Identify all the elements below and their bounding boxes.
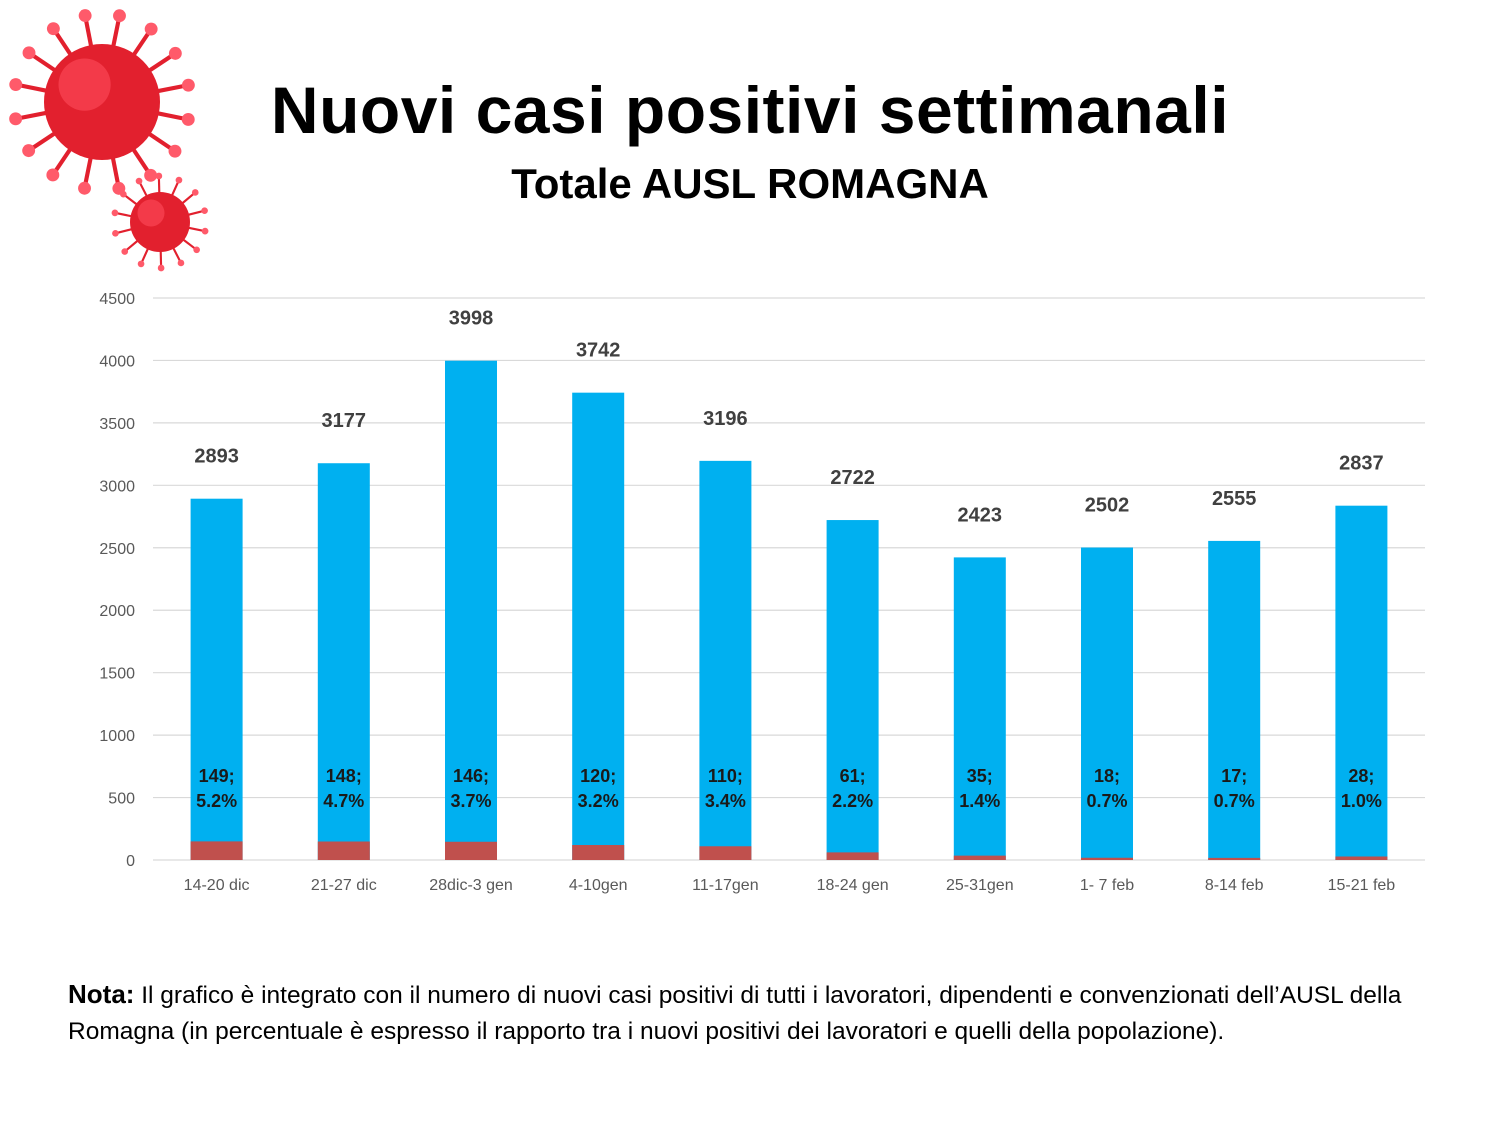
bar-total [1208, 540, 1261, 860]
worker-count-label: 28; [1348, 766, 1374, 786]
x-tick-label: 25-31gen [946, 877, 1014, 894]
worker-count-label: 18; [1094, 766, 1120, 786]
worker-count-label: 17; [1221, 766, 1247, 786]
bar-total [317, 463, 370, 860]
worker-percent-label: 3.4% [705, 791, 746, 811]
total-value-label: 2722 [830, 467, 875, 489]
x-tick-label: 8-14 feb [1205, 877, 1264, 894]
x-tick-label: 14-20 dic [184, 877, 250, 894]
x-tick-label: 15-21 feb [1328, 877, 1396, 894]
worker-percent-label: 3.2% [578, 791, 619, 811]
y-tick-label: 3500 [99, 416, 135, 433]
x-tick-label: 1- 7 feb [1080, 877, 1134, 894]
bar-chart: 0 500 1000 1500 2000 2500 3000 3500 4000 4500 2893… [99, 291, 1425, 894]
bar-total [445, 360, 497, 860]
total-value-label: 3196 [703, 408, 748, 430]
total-value-label: 2893 [194, 446, 239, 468]
worker-count-label: 110; [708, 766, 743, 786]
virus-large [9, 9, 195, 195]
bar-total [1081, 547, 1133, 860]
total-value-label: 3998 [449, 308, 494, 330]
bar-total [826, 520, 879, 860]
bar-total [190, 498, 243, 860]
worker-count-label: 146; [453, 766, 489, 786]
x-tick-label: 18-24 gen [817, 877, 889, 894]
bar-total [1335, 505, 1388, 860]
worker-count-label: 61; [840, 766, 866, 786]
worker-count-label: 149; [199, 766, 235, 786]
bar-workers [826, 852, 879, 860]
bar-workers [317, 841, 370, 860]
bar-workers [1081, 857, 1133, 860]
y-tick-label: 4500 [99, 291, 135, 308]
virus-small [111, 172, 209, 272]
bar-workers [1335, 856, 1388, 860]
y-tick-label: 4000 [99, 353, 135, 370]
total-value-label: 2502 [1085, 495, 1130, 517]
footnote-label: Nota: [68, 979, 135, 1009]
chart-subtitle: Totale AUSL ROMAGNA [511, 160, 989, 207]
total-value-label: 3177 [322, 410, 367, 432]
x-tick-label: 11-17gen [692, 877, 758, 894]
total-value-label: 2837 [1339, 453, 1384, 475]
total-value-label: 2555 [1212, 488, 1257, 510]
total-value-label: 2423 [958, 504, 1003, 526]
worker-count-label: 120; [580, 766, 616, 786]
x-tick-label: 28dic-3 gen [429, 877, 513, 894]
bar-total [699, 460, 752, 860]
bar-workers [445, 841, 497, 860]
bar-workers [1208, 857, 1261, 860]
bar-total [953, 557, 1006, 860]
worker-percent-label: 5.2% [196, 791, 237, 811]
worker-percent-label: 3.7% [450, 791, 491, 811]
worker-percent-label: 4.7% [323, 791, 364, 811]
bar-workers [953, 855, 1006, 860]
bar-workers [699, 846, 752, 860]
bar-total [572, 392, 625, 860]
worker-percent-label: 0.7% [1214, 791, 1255, 811]
chart-title: Nuovi casi positivi settimanali [270, 73, 1230, 147]
worker-percent-label: 1.0% [1341, 791, 1382, 811]
bar-workers [190, 841, 243, 860]
y-tick-label: 0 [126, 853, 135, 870]
x-tick-label: 4-10gen [569, 877, 628, 894]
worker-percent-label: 2.2% [832, 791, 873, 811]
bar-workers [572, 845, 625, 860]
y-tick-label: 1000 [99, 728, 135, 745]
y-tick-label: 1500 [99, 666, 135, 683]
footnote-text: Il grafico è integrato con il numero di … [68, 982, 1402, 1045]
y-tick-label: 2500 [99, 541, 135, 558]
x-tick-label: 21-27 dic [311, 877, 377, 894]
y-tick-label: 2000 [99, 603, 135, 620]
coronavirus-icon [9, 9, 209, 272]
worker-count-label: 35; [967, 766, 993, 786]
y-tick-label: 3000 [99, 478, 135, 495]
total-value-label: 3742 [576, 340, 621, 362]
worker-count-label: 148; [326, 766, 362, 786]
footnote: Nota: Il grafico è integrato con il nume… [68, 976, 1428, 1050]
y-tick-label: 500 [108, 791, 135, 808]
worker-percent-label: 1.4% [959, 791, 1000, 811]
worker-percent-label: 0.7% [1086, 791, 1127, 811]
